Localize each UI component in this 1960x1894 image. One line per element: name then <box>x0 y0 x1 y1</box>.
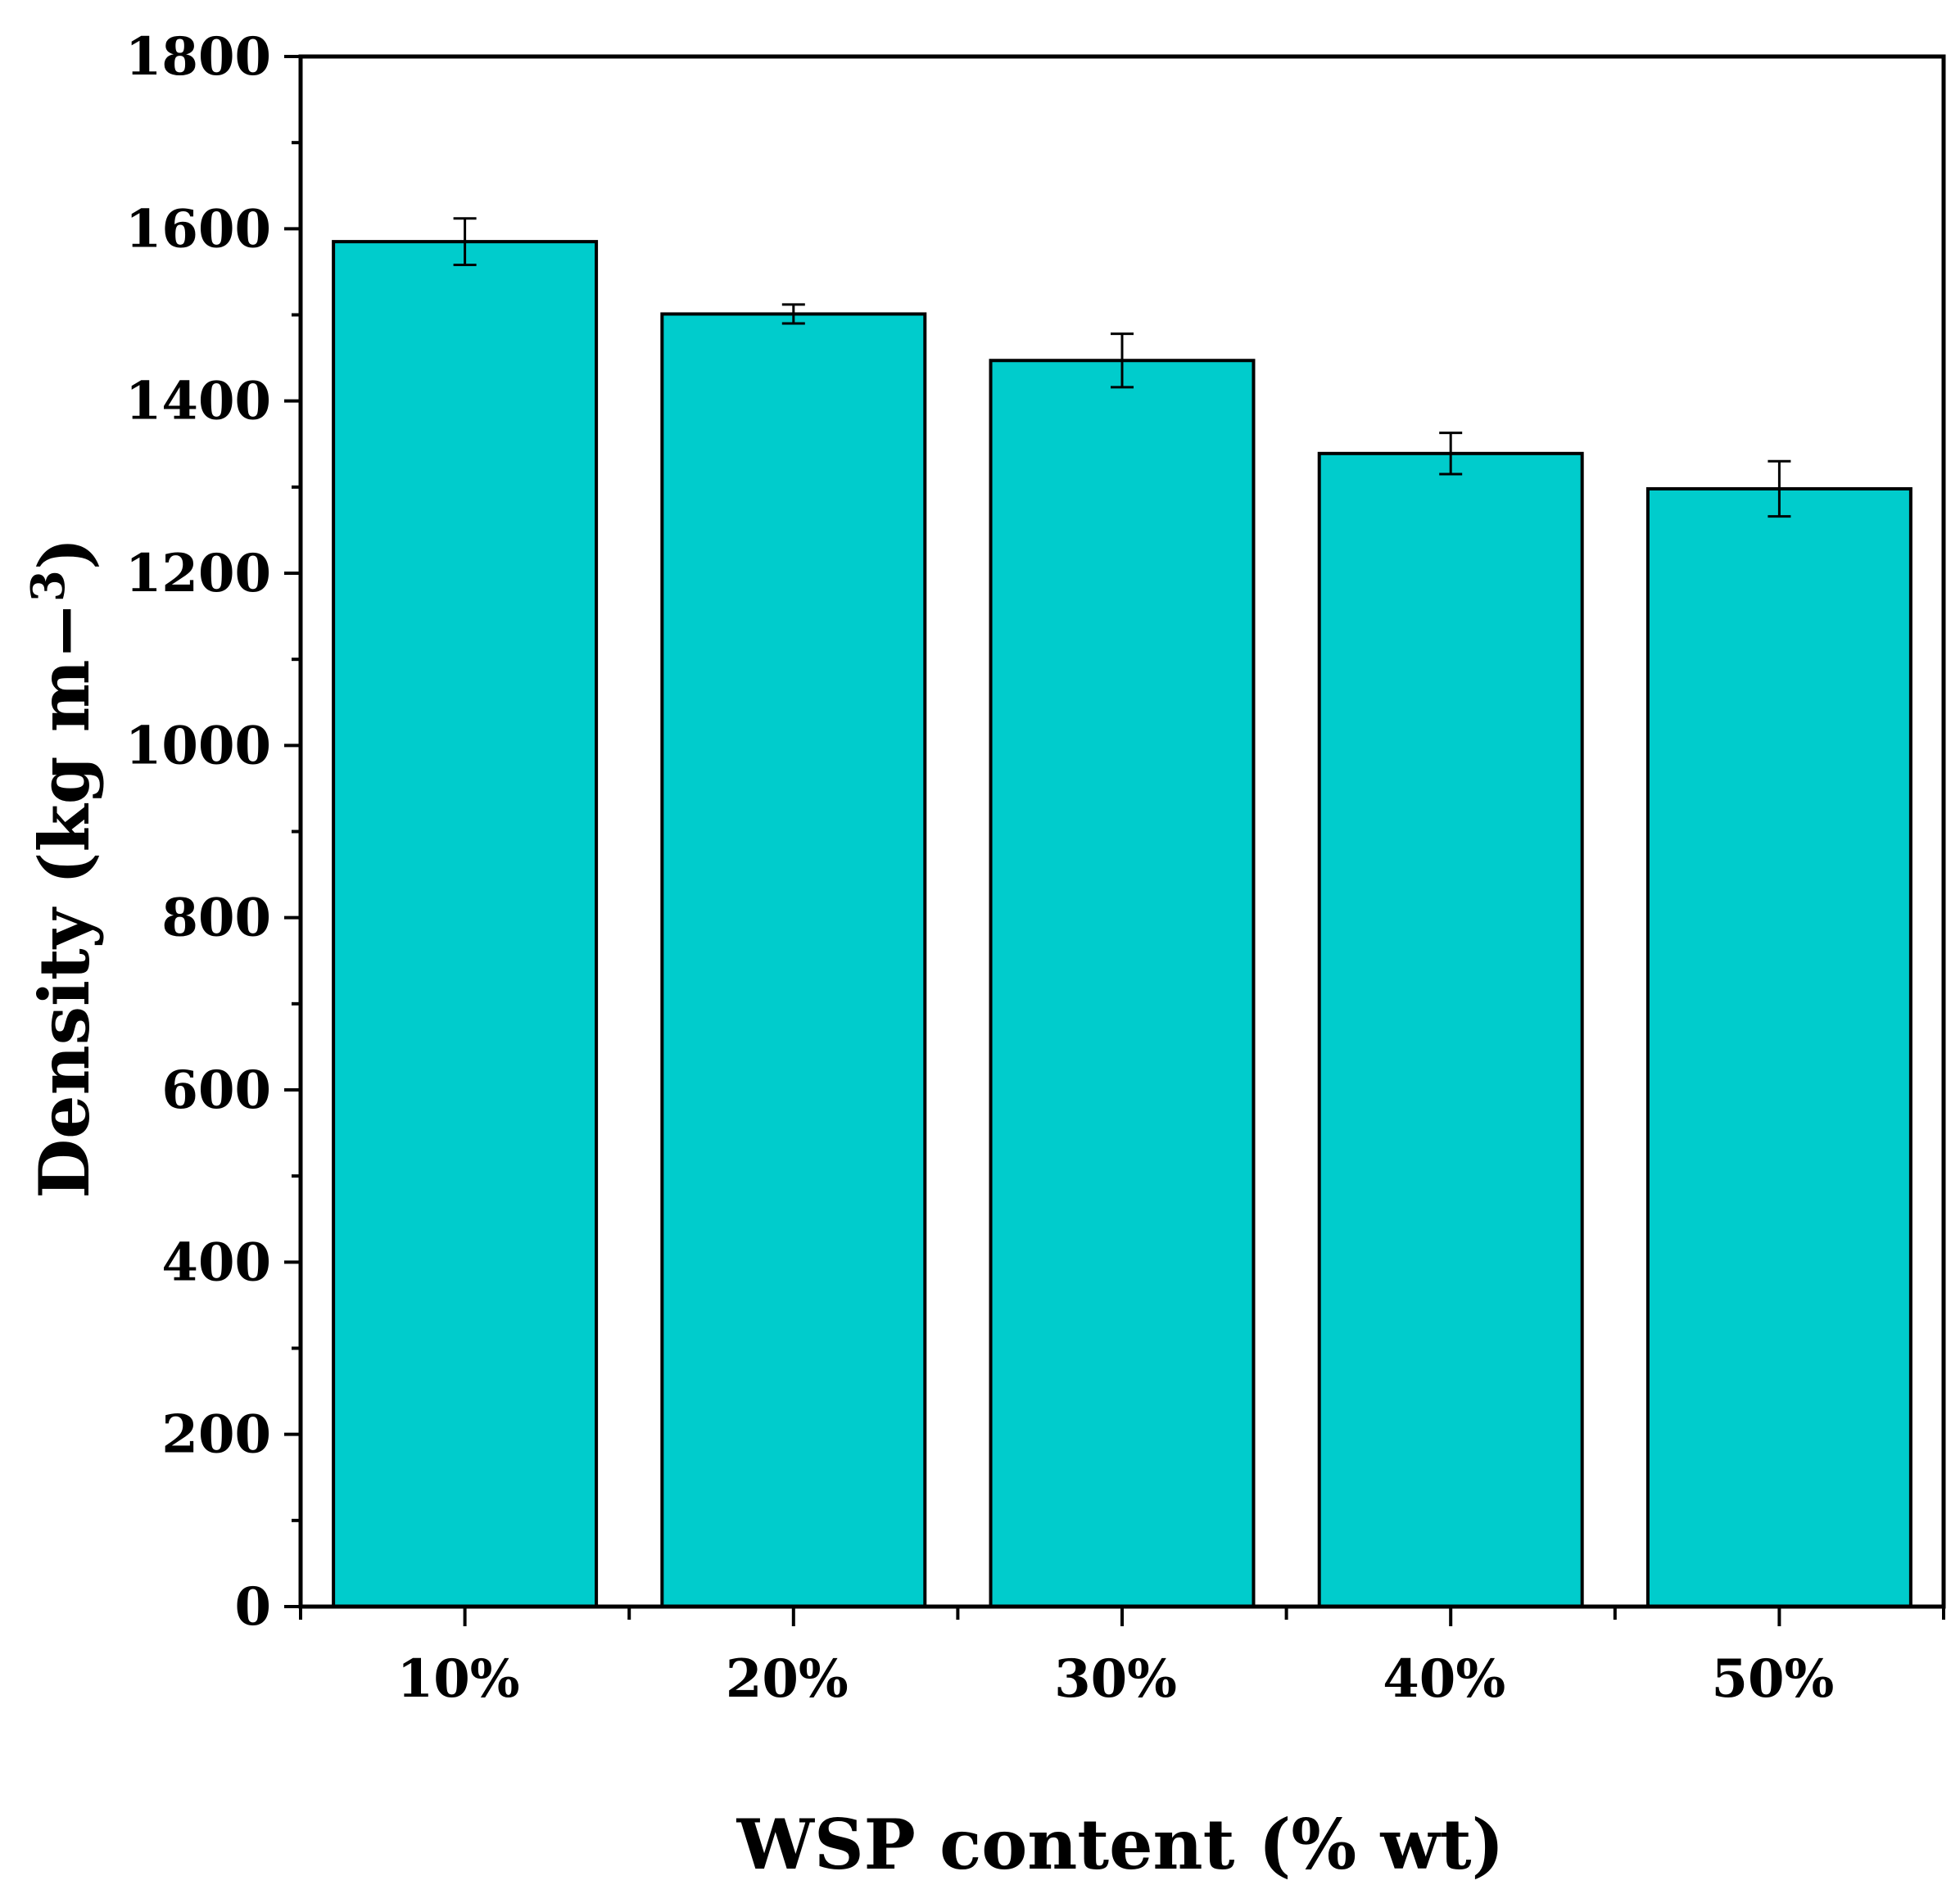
x-tick-label: 40% <box>1383 1648 1505 1710</box>
error-bar <box>453 217 477 267</box>
error-bar <box>781 303 805 325</box>
y-axis-title: Density (kg m−3) <box>21 537 105 1198</box>
y-axis: 0 200 400 600 800 1000 1200 1400 1600 1800 <box>125 26 301 1638</box>
y-tick-label: 600 <box>161 1060 271 1121</box>
x-tick-label: 10% <box>397 1648 520 1710</box>
error-bars-layer <box>453 217 1791 518</box>
bar-40pct <box>1317 451 1584 1608</box>
error-bar <box>1111 332 1134 389</box>
y-tick-label: 200 <box>161 1404 271 1466</box>
bar-30pct <box>989 359 1256 1609</box>
bars-layer <box>332 240 1912 1609</box>
x-tick-label: 20% <box>726 1648 849 1710</box>
y-tick-label: 1400 <box>125 371 271 432</box>
y-axis-title-close: ) <box>24 537 105 570</box>
x-axis-title: WSP content (% wt) <box>736 1804 1505 1885</box>
error-bar <box>1439 432 1463 476</box>
bar-20pct <box>660 312 927 1608</box>
y-tick-label: 1600 <box>125 198 271 260</box>
bar-50pct <box>1645 486 1912 1608</box>
y-tick-label: 1200 <box>125 543 271 604</box>
bar-10pct <box>332 240 599 1609</box>
y-tick-label: 0 <box>234 1576 271 1638</box>
y-axis-title-superscript: 3 <box>21 570 75 602</box>
y-tick-label: 1000 <box>125 715 271 776</box>
y-tick-label: 1800 <box>125 26 271 88</box>
y-axis-title-text: Density (kg m− <box>24 602 105 1199</box>
x-axis: 10% 20% 30% 40% 50% <box>299 1607 1945 1710</box>
x-tick-label: 50% <box>1711 1648 1834 1710</box>
y-tick-label: 400 <box>161 1232 271 1293</box>
y-tick-label: 800 <box>161 888 271 949</box>
error-bar <box>1768 459 1791 518</box>
x-tick-label: 30% <box>1054 1648 1177 1710</box>
